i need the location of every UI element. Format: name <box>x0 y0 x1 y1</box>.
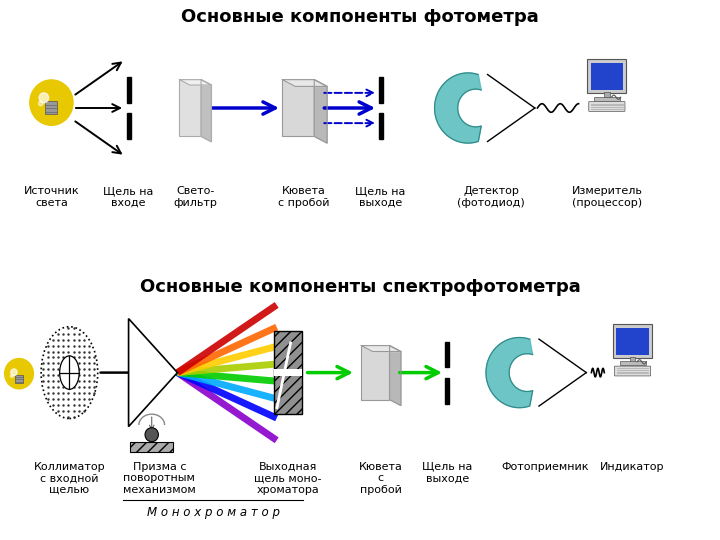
Bar <box>446 378 449 404</box>
Ellipse shape <box>60 356 79 389</box>
Polygon shape <box>390 346 401 406</box>
Bar <box>616 328 649 355</box>
Text: Кювета
с
пробой: Кювета с пробой <box>359 462 402 495</box>
Circle shape <box>145 428 158 442</box>
Bar <box>361 346 390 400</box>
Circle shape <box>39 93 49 103</box>
Text: Выходная
щель моно-
хроматора: Выходная щель моно- хроматора <box>254 462 322 495</box>
Polygon shape <box>282 79 327 86</box>
Bar <box>45 101 58 113</box>
Text: Коллиматор
с входной
щелью: Коллиматор с входной щелью <box>34 462 105 495</box>
Polygon shape <box>179 79 212 85</box>
Bar <box>604 92 610 97</box>
Text: М о н о х р о м а т о р: М о н о х р о м а т о р <box>147 506 280 519</box>
Text: Индикатор: Индикатор <box>600 462 665 472</box>
Circle shape <box>30 80 73 125</box>
Circle shape <box>11 369 17 376</box>
Text: Фотоприемник: Фотоприемник <box>501 462 589 472</box>
Bar <box>15 375 23 383</box>
Polygon shape <box>129 319 177 427</box>
Bar <box>588 59 626 93</box>
Text: Основные компоненты фотометра: Основные компоненты фотометра <box>181 8 539 26</box>
FancyBboxPatch shape <box>614 366 651 376</box>
Bar <box>379 77 382 103</box>
Bar <box>127 77 130 103</box>
Circle shape <box>4 359 33 389</box>
Polygon shape <box>201 79 212 141</box>
Text: Щель на
входе: Щель на входе <box>104 186 154 208</box>
Bar <box>613 324 652 358</box>
Text: Детектор
(фотодиод): Детектор (фотодиод) <box>457 186 525 208</box>
Text: Свето-
фильтр: Свето- фильтр <box>174 186 217 208</box>
Bar <box>274 330 302 415</box>
Bar <box>274 369 302 376</box>
Bar <box>590 63 623 90</box>
Circle shape <box>38 101 42 106</box>
Bar <box>379 113 382 139</box>
Bar <box>127 113 130 139</box>
Text: Измеритель
(процессор): Измеритель (процессор) <box>572 186 642 208</box>
Text: Основные компоненты спектрофотометра: Основные компоненты спектрофотометра <box>140 278 580 296</box>
Bar <box>620 361 646 365</box>
Bar <box>630 357 635 362</box>
Text: Призма с
поворотным
механизмом: Призма с поворотным механизмом <box>123 462 196 495</box>
Text: Кювета
с пробой: Кювета с пробой <box>278 186 329 208</box>
Bar <box>446 341 449 367</box>
Polygon shape <box>361 346 401 352</box>
Circle shape <box>10 375 13 377</box>
Polygon shape <box>435 73 481 143</box>
Text: Щель на
выходе: Щель на выходе <box>422 462 472 483</box>
Polygon shape <box>314 79 327 143</box>
Text: Источник
света: Источник света <box>24 186 79 208</box>
Bar <box>179 79 201 137</box>
Bar <box>594 97 620 100</box>
FancyBboxPatch shape <box>589 102 625 111</box>
Text: Щель на
выходе: Щель на выходе <box>356 186 406 208</box>
Bar <box>282 79 314 137</box>
Polygon shape <box>486 338 533 408</box>
Bar <box>130 442 174 452</box>
